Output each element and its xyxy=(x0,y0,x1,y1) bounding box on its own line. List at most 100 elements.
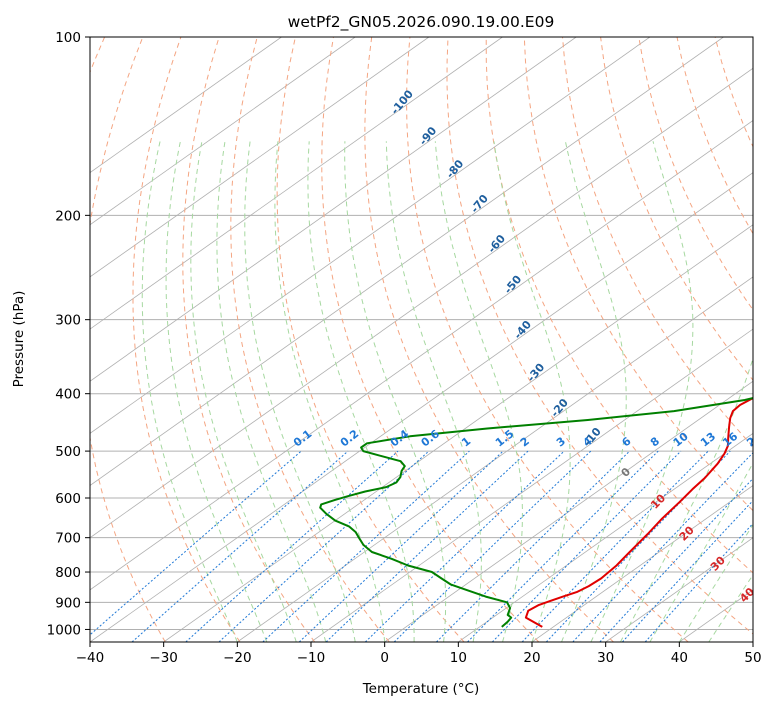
mixing-ratio-label: 25 xyxy=(769,430,775,450)
x-tick-label: −10 xyxy=(297,650,326,666)
grid-layer xyxy=(0,37,753,642)
y-axis-label: Pressure (hPa) xyxy=(11,291,27,388)
dry-adiabat-line xyxy=(523,37,753,512)
isotherm-line xyxy=(384,380,753,642)
axis-layer: −40 −30 −20 −10 0 10 20 30 40 5010020030040050060… xyxy=(47,30,762,666)
mixing-ratio-line xyxy=(644,522,753,642)
moist-adiabat-line xyxy=(344,141,447,642)
isotherm-line xyxy=(90,67,753,539)
y-tick-label: 400 xyxy=(55,387,81,403)
dry-adiabat-line xyxy=(132,37,241,642)
mixing-ratio-label: 16 xyxy=(720,430,740,450)
moist-adiabat-line xyxy=(244,141,356,642)
dry-adiabat-line xyxy=(752,37,753,38)
moist-adiabat-line xyxy=(590,141,694,642)
moist-adiabat-line xyxy=(708,573,753,642)
isotherm-line xyxy=(90,37,356,226)
dry-adiabat-line xyxy=(364,37,614,642)
mixing-ratio-line xyxy=(622,499,753,642)
mixing-ratio-line xyxy=(298,450,504,642)
moist-adiabat-line xyxy=(307,141,415,642)
mixing-ratio-line xyxy=(262,450,470,642)
x-tick-label: 10 xyxy=(450,650,467,666)
mixing-ratio-line xyxy=(185,450,399,642)
series-layer xyxy=(319,396,753,628)
isotherm-line xyxy=(237,276,753,642)
isotherm-line xyxy=(458,432,753,642)
moist-adiabat-label: 30 xyxy=(708,553,728,573)
moist-adiabat-line xyxy=(385,141,482,642)
line-label-layer: 0.10.20.40.611.52346810131620253036-100-… xyxy=(291,87,775,605)
mixing-ratio-label: 6 xyxy=(619,434,633,449)
mixing-ratio-line xyxy=(436,450,630,642)
mixing-ratio-line xyxy=(491,450,682,642)
temperature-line xyxy=(524,397,753,628)
isotherm-line xyxy=(90,37,430,278)
mixing-ratio-label: 10 xyxy=(671,430,691,450)
isotherm-line xyxy=(90,37,577,382)
isotherm-line xyxy=(679,589,753,642)
dry-adiabat-line xyxy=(0,37,66,642)
x-tick-label: 30 xyxy=(597,650,614,666)
mixing-ratio-line xyxy=(131,450,349,642)
isotherm-label: -50 xyxy=(502,273,525,297)
isotherm-label: -100 xyxy=(388,87,416,117)
mixing-ratio-line xyxy=(90,450,302,636)
moist-adiabat-line xyxy=(561,141,627,642)
dewpoint-line xyxy=(319,396,753,628)
x-tick-label: 50 xyxy=(744,650,761,666)
y-tick-label: 300 xyxy=(55,313,81,329)
isotherm-line xyxy=(90,37,503,330)
isotherm-label: -70 xyxy=(468,192,491,216)
mixing-ratio-label: 1 xyxy=(459,435,473,450)
x-tick-label: 20 xyxy=(523,650,540,666)
mixing-ratio-label: 0.4 xyxy=(388,427,412,449)
moist-adiabat-line xyxy=(649,462,753,642)
plot-frame xyxy=(89,36,754,643)
isotherm-line xyxy=(90,37,651,434)
y-tick-label: 800 xyxy=(55,565,81,581)
dry-adiabat-line xyxy=(600,37,753,381)
isotherm-line xyxy=(90,172,753,642)
dry-adiabat-line xyxy=(485,37,753,574)
dry-adiabat-line xyxy=(182,37,316,642)
moist-adiabat-line xyxy=(619,356,753,642)
y-tick-label: 600 xyxy=(55,491,81,507)
dry-adiabat-line xyxy=(276,37,465,642)
isotherm-label: -80 xyxy=(444,157,467,181)
mixing-ratio-line xyxy=(572,452,753,642)
isotherm-label: -90 xyxy=(417,124,440,148)
mixing-ratio-label: 13 xyxy=(698,430,718,450)
mixing-ratio-label: 20 xyxy=(744,430,764,450)
isotherm-line xyxy=(90,37,724,487)
y-tick-label: 700 xyxy=(55,531,81,547)
y-tick-label: 900 xyxy=(55,595,81,611)
mixing-ratio-line xyxy=(393,450,592,642)
mixing-ratio-label: 1.5 xyxy=(493,427,516,449)
moist-adiabat-line xyxy=(141,141,238,642)
mixing-ratio-label: 2 xyxy=(518,435,532,450)
isotherm-label: -60 xyxy=(485,232,508,256)
mixing-ratio-line xyxy=(467,450,659,642)
y-tick-label: 200 xyxy=(55,208,81,224)
y-tick-label: 500 xyxy=(55,444,81,460)
mixing-ratio-label: 0.6 xyxy=(419,427,443,449)
isotherm-line xyxy=(90,119,753,591)
dry-adiabat-line xyxy=(714,37,753,148)
moist-adiabat-label: 20 xyxy=(677,523,697,543)
isotherm-line xyxy=(752,641,753,642)
dry-adiabat-line xyxy=(676,37,753,235)
mixing-ratio-line xyxy=(364,450,565,642)
moist-adiabat-line xyxy=(165,141,268,642)
dry-adiabat-line xyxy=(90,37,106,642)
moist-adiabat-line xyxy=(274,141,386,642)
dry-adiabat-line xyxy=(406,37,689,642)
mixing-ratio-line xyxy=(325,450,529,642)
isotherm-line xyxy=(310,328,753,642)
y-tick-label: 1000 xyxy=(47,622,81,638)
isotherm-line xyxy=(531,485,753,642)
moist-adiabat-line xyxy=(678,523,753,642)
isotherm-label: -30 xyxy=(525,361,548,385)
x-tick-label: −30 xyxy=(149,650,178,666)
